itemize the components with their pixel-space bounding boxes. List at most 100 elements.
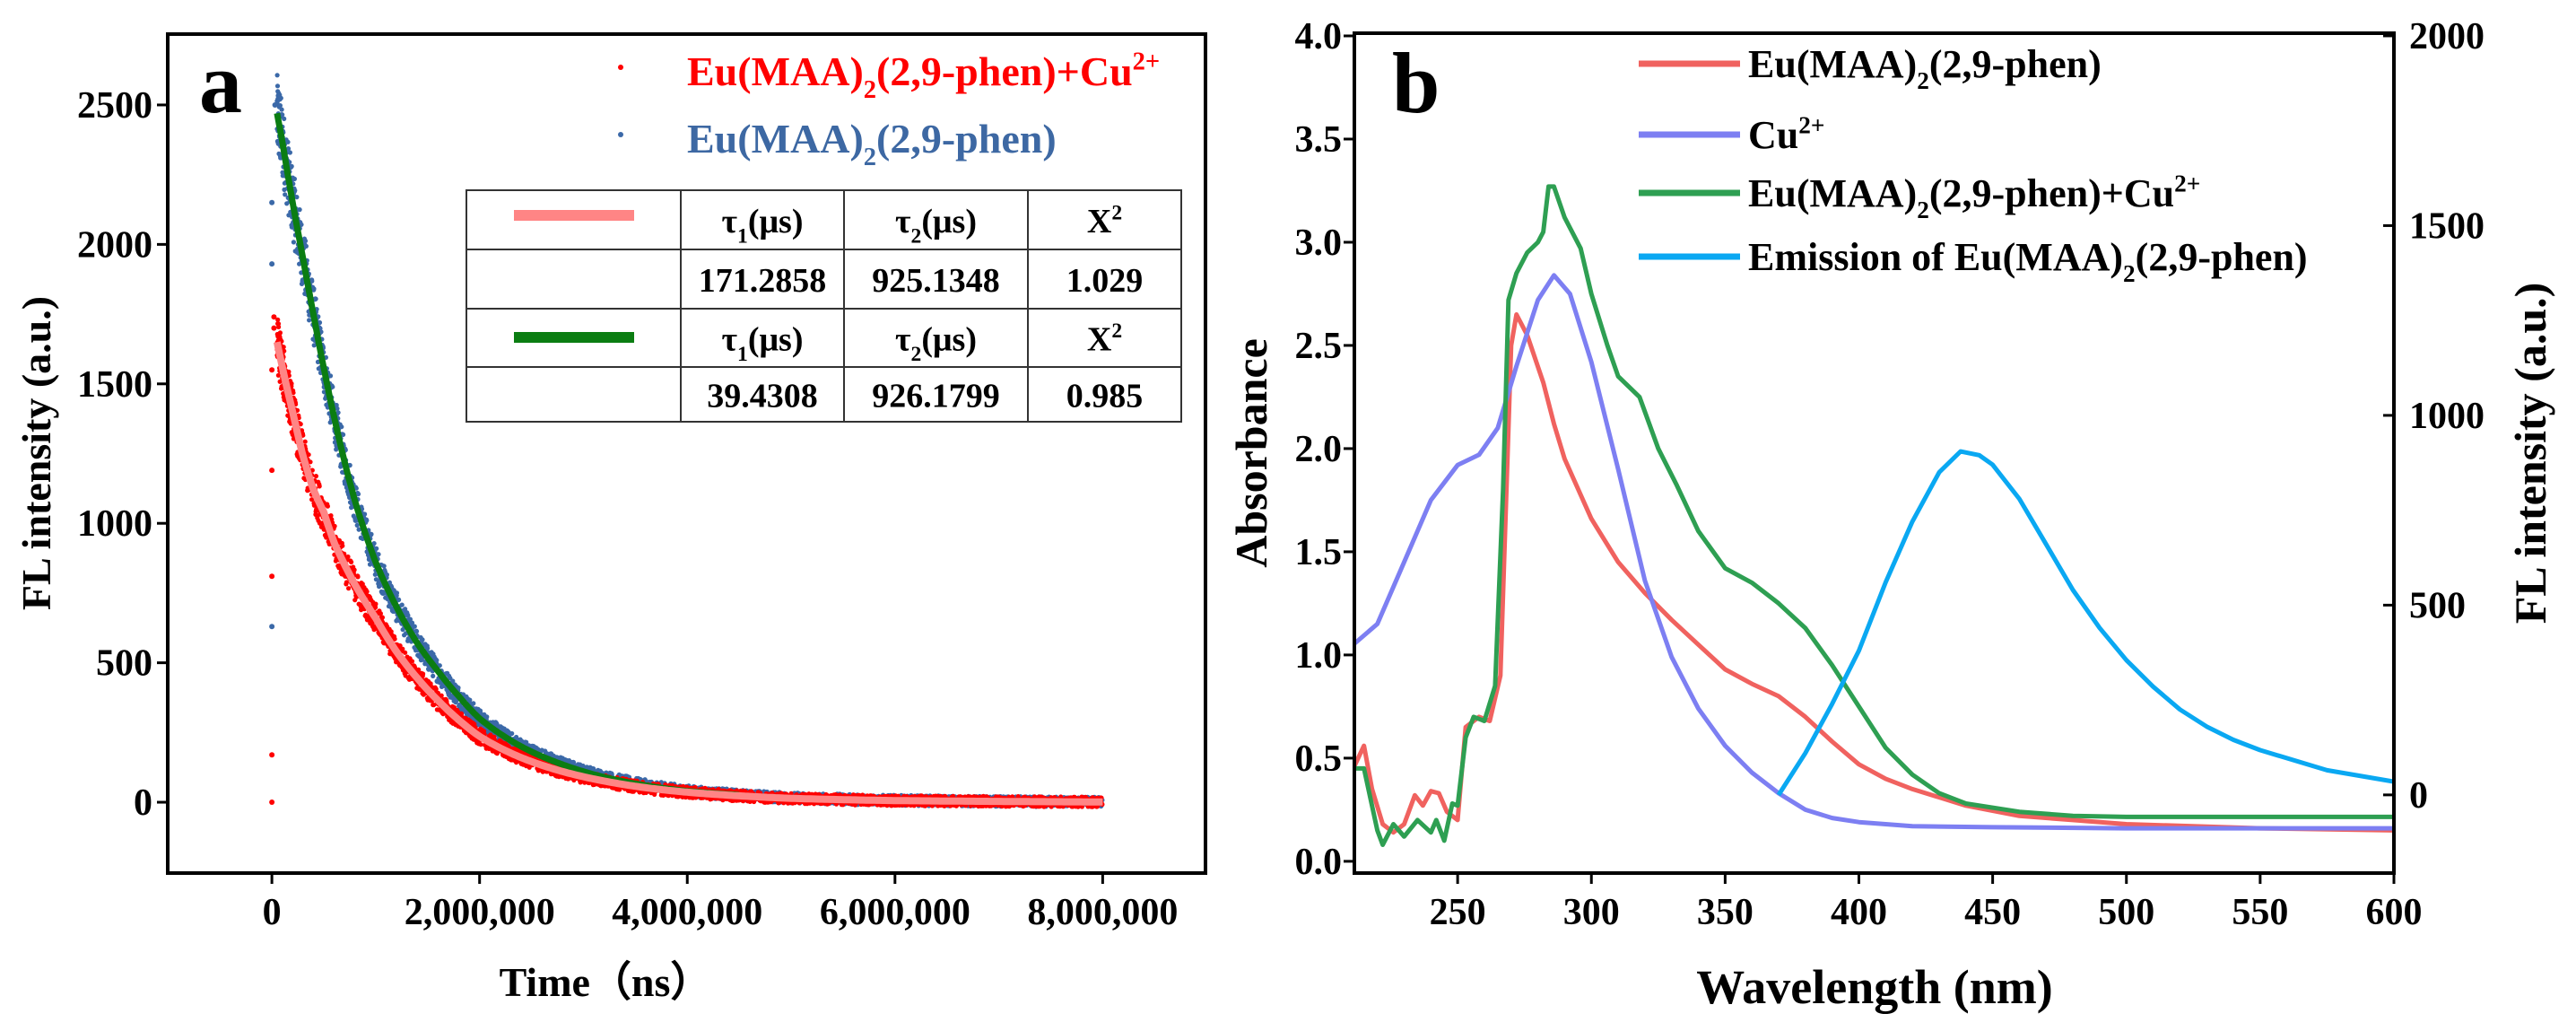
data-point xyxy=(289,163,294,169)
data-point xyxy=(409,659,415,664)
data-point xyxy=(269,624,275,630)
data-point xyxy=(344,580,349,585)
data-point xyxy=(381,564,387,569)
data-point xyxy=(456,685,461,691)
data-point xyxy=(308,459,313,465)
data-point xyxy=(471,701,476,706)
data-point xyxy=(276,324,282,329)
data-point xyxy=(317,319,323,326)
data-point xyxy=(371,541,377,546)
data-point xyxy=(330,384,335,389)
data-point xyxy=(275,372,281,378)
data-point xyxy=(335,410,341,415)
data-point xyxy=(372,572,378,577)
data-point xyxy=(327,373,334,379)
scatter-series-1 xyxy=(269,73,1105,809)
data-point xyxy=(289,380,294,387)
data-point xyxy=(309,497,315,502)
data-point xyxy=(788,791,794,796)
data-point xyxy=(282,116,287,121)
data-point xyxy=(281,345,286,350)
y-tick-label: 0 xyxy=(134,782,152,824)
data-point xyxy=(332,523,337,529)
data-point xyxy=(373,605,379,610)
data-point xyxy=(313,296,318,301)
data-point xyxy=(349,559,354,565)
data-point xyxy=(373,601,379,607)
data-point xyxy=(286,369,292,374)
y-tick-label: 1500 xyxy=(77,364,152,406)
y-tick-label: 2000 xyxy=(77,224,152,266)
data-point xyxy=(439,693,444,698)
data-point xyxy=(280,112,285,118)
data-point xyxy=(291,240,296,245)
x-axis-title: Time（ns） xyxy=(500,959,712,1005)
data-point xyxy=(277,330,283,336)
data-point xyxy=(294,195,300,200)
data-point xyxy=(325,503,330,509)
data-point xyxy=(369,531,374,537)
data-point xyxy=(306,452,311,458)
y-tick-label: 2500 xyxy=(77,85,152,127)
data-point xyxy=(394,590,400,596)
data-point xyxy=(396,597,402,603)
data-point xyxy=(400,646,405,651)
data-point xyxy=(269,261,275,267)
data-point xyxy=(362,511,368,517)
data-point xyxy=(352,567,357,572)
data-point xyxy=(334,447,339,452)
data-point xyxy=(285,139,291,144)
data-point xyxy=(450,678,456,684)
y-axis-title: FL intensity (a.u.) xyxy=(13,296,59,610)
data-point xyxy=(364,589,370,594)
data-point xyxy=(297,207,302,213)
data-point xyxy=(354,522,360,529)
data-point xyxy=(580,763,586,769)
data-point xyxy=(289,224,294,230)
data-point xyxy=(405,613,411,618)
data-point xyxy=(303,243,309,249)
data-point xyxy=(299,222,304,227)
data-point xyxy=(364,518,370,523)
data-point xyxy=(431,673,436,679)
data-point xyxy=(274,83,281,89)
data-point xyxy=(346,586,352,591)
data-point xyxy=(478,742,483,747)
data-point xyxy=(311,286,317,292)
data-point xyxy=(399,602,405,607)
data-point xyxy=(509,730,515,737)
data-point xyxy=(302,238,309,244)
data-point xyxy=(416,667,422,672)
data-point xyxy=(278,95,283,100)
data-point xyxy=(413,629,420,634)
x-tick-label: 0 xyxy=(263,892,282,933)
data-point xyxy=(379,615,385,620)
data-point xyxy=(315,359,321,364)
data-point xyxy=(434,658,439,663)
data-point xyxy=(282,348,287,354)
data-point xyxy=(345,554,351,560)
data-point xyxy=(484,714,490,720)
data-point xyxy=(376,552,381,557)
data-point xyxy=(355,574,361,580)
data-point xyxy=(425,645,431,651)
data-point xyxy=(388,629,394,634)
data-point xyxy=(403,650,408,655)
data-point xyxy=(302,439,308,444)
x-tick-label: 6,000,000 xyxy=(820,892,970,933)
data-point xyxy=(353,485,359,491)
data-point xyxy=(285,146,292,152)
data-point xyxy=(328,513,334,519)
plot-area xyxy=(269,73,1105,809)
data-point xyxy=(384,572,389,578)
data-point xyxy=(292,176,297,181)
data-point xyxy=(287,150,292,155)
data-point xyxy=(307,318,312,323)
data-point xyxy=(355,492,361,497)
data-point xyxy=(340,543,345,548)
data-point xyxy=(313,474,318,479)
y-tick-label: 500 xyxy=(96,643,152,685)
data-point xyxy=(275,317,281,322)
data-point xyxy=(279,107,284,112)
